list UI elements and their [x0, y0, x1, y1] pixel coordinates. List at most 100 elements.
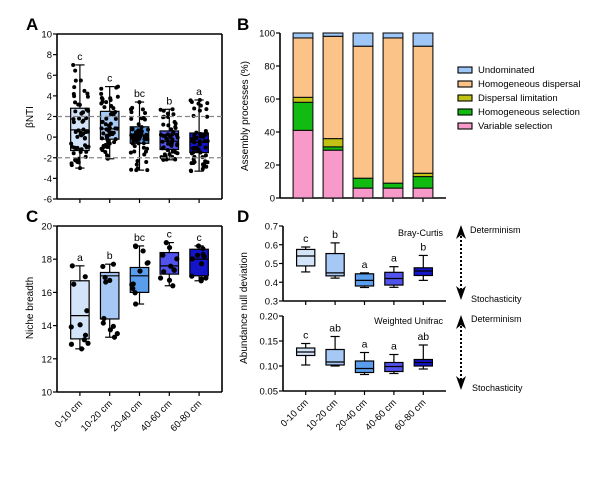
data-point: [160, 139, 165, 144]
data-point: [68, 324, 74, 330]
bar-segment-homogeneous-selection: [292, 101, 314, 131]
data-point: [144, 136, 149, 141]
data-point: [110, 261, 117, 267]
panel-b-y-tick-label: 60: [264, 95, 275, 106]
data-point: [170, 107, 175, 112]
panel-b-y-tick-label: 0: [270, 194, 275, 205]
data-point: [108, 96, 113, 101]
panel-c-box-3: [129, 243, 151, 307]
data-point: [170, 149, 175, 154]
data-point: [132, 290, 138, 296]
data-point: [134, 162, 139, 167]
data-point: [100, 120, 105, 125]
panel-d-ylabel: Abundance null deviation: [239, 252, 250, 364]
panel-c-y-tick-label: 18: [41, 255, 52, 266]
data-point: [198, 261, 205, 267]
panel-d-unifrac-box-1: [295, 342, 316, 366]
weighted-unifrac-title: Weighted Unifrac: [374, 316, 443, 326]
data-point: [165, 132, 170, 137]
panel-c-y-tick-label: 12: [41, 354, 52, 365]
panel-a-sig-letter: c: [107, 73, 112, 85]
data-point: [72, 85, 77, 90]
arrow-down-icon: [456, 286, 466, 300]
data-point: [202, 139, 207, 144]
data-point: [133, 130, 138, 135]
data-point: [106, 128, 111, 133]
panel-b-y-tick-label: 100: [259, 29, 275, 40]
data-point: [81, 127, 86, 132]
bar-segment-homogeneous-dispersal: [322, 35, 344, 140]
data-point: [141, 145, 146, 150]
legend-label: Undominated: [478, 65, 535, 76]
data-point: [69, 263, 75, 269]
bar-segment-homogeneous-dispersal: [412, 45, 434, 174]
data-point: [158, 107, 163, 112]
data-point: [102, 274, 108, 281]
data-point: [169, 141, 174, 146]
data-point: [84, 149, 89, 154]
data-point: [200, 252, 206, 258]
panel-d-bray-y-tick-label: 0.4: [265, 278, 278, 289]
data-point: [140, 107, 145, 112]
panel-d-bray-sig-letter: b: [332, 229, 338, 241]
panel-a-box-1: [69, 62, 91, 171]
data-point: [77, 322, 83, 328]
data-point: [201, 134, 206, 139]
data-point: [145, 260, 151, 266]
data-point: [101, 145, 106, 150]
data-point: [75, 134, 80, 139]
data-point: [81, 337, 87, 343]
data-point: [192, 106, 197, 111]
data-point: [146, 127, 151, 132]
panel-d-bray-y-tick-label: 0.5: [265, 259, 278, 270]
data-point: [139, 125, 144, 130]
data-point: [115, 94, 120, 99]
data-point: [107, 327, 113, 333]
data-point: [166, 244, 173, 251]
data-point: [82, 88, 87, 93]
data-point: [76, 102, 81, 107]
panel-d-unifrac-sig-letter: a: [391, 341, 397, 353]
data-point: [165, 111, 170, 116]
data-point: [109, 104, 114, 109]
box-iqr: [354, 360, 375, 374]
data-point: [137, 268, 143, 274]
panel-d-unifrac-y-tick-label: 0.05: [260, 387, 279, 398]
data-point: [141, 141, 146, 146]
determinism-label-bottom: Determinism: [471, 314, 522, 324]
data-point: [197, 108, 202, 113]
data-point: [203, 159, 208, 164]
data-point: [161, 122, 166, 127]
panel-a-ylabel: βNTI: [25, 106, 36, 128]
legend-swatch: [457, 122, 473, 130]
data-point: [145, 168, 150, 173]
data-point: [107, 277, 113, 283]
data-point: [200, 246, 206, 252]
box-iqr: [325, 252, 345, 277]
panel-d-unifrac-box-5: [413, 344, 434, 370]
panel-d-unifrac-y-tick-label: 0.20: [260, 312, 279, 323]
data-point: [161, 269, 167, 275]
data-point: [106, 123, 111, 128]
data-point: [197, 142, 202, 147]
data-point: [144, 159, 149, 164]
data-point: [133, 243, 139, 250]
data-point: [204, 107, 209, 112]
data-point: [84, 308, 90, 314]
box-iqr: [413, 267, 434, 277]
data-point: [137, 100, 142, 105]
data-point: [113, 116, 118, 121]
data-point: [201, 164, 206, 169]
panel-d-bray-y-tick-label: 0.3: [265, 297, 278, 308]
data-point: [82, 136, 87, 141]
data-point: [173, 157, 178, 162]
data-point: [129, 167, 134, 172]
data-point: [158, 132, 163, 137]
data-point: [189, 161, 194, 166]
data-point: [161, 108, 166, 113]
data-point: [78, 150, 83, 155]
data-point: [111, 334, 118, 340]
data-point: [85, 91, 90, 96]
data-point: [109, 111, 114, 116]
